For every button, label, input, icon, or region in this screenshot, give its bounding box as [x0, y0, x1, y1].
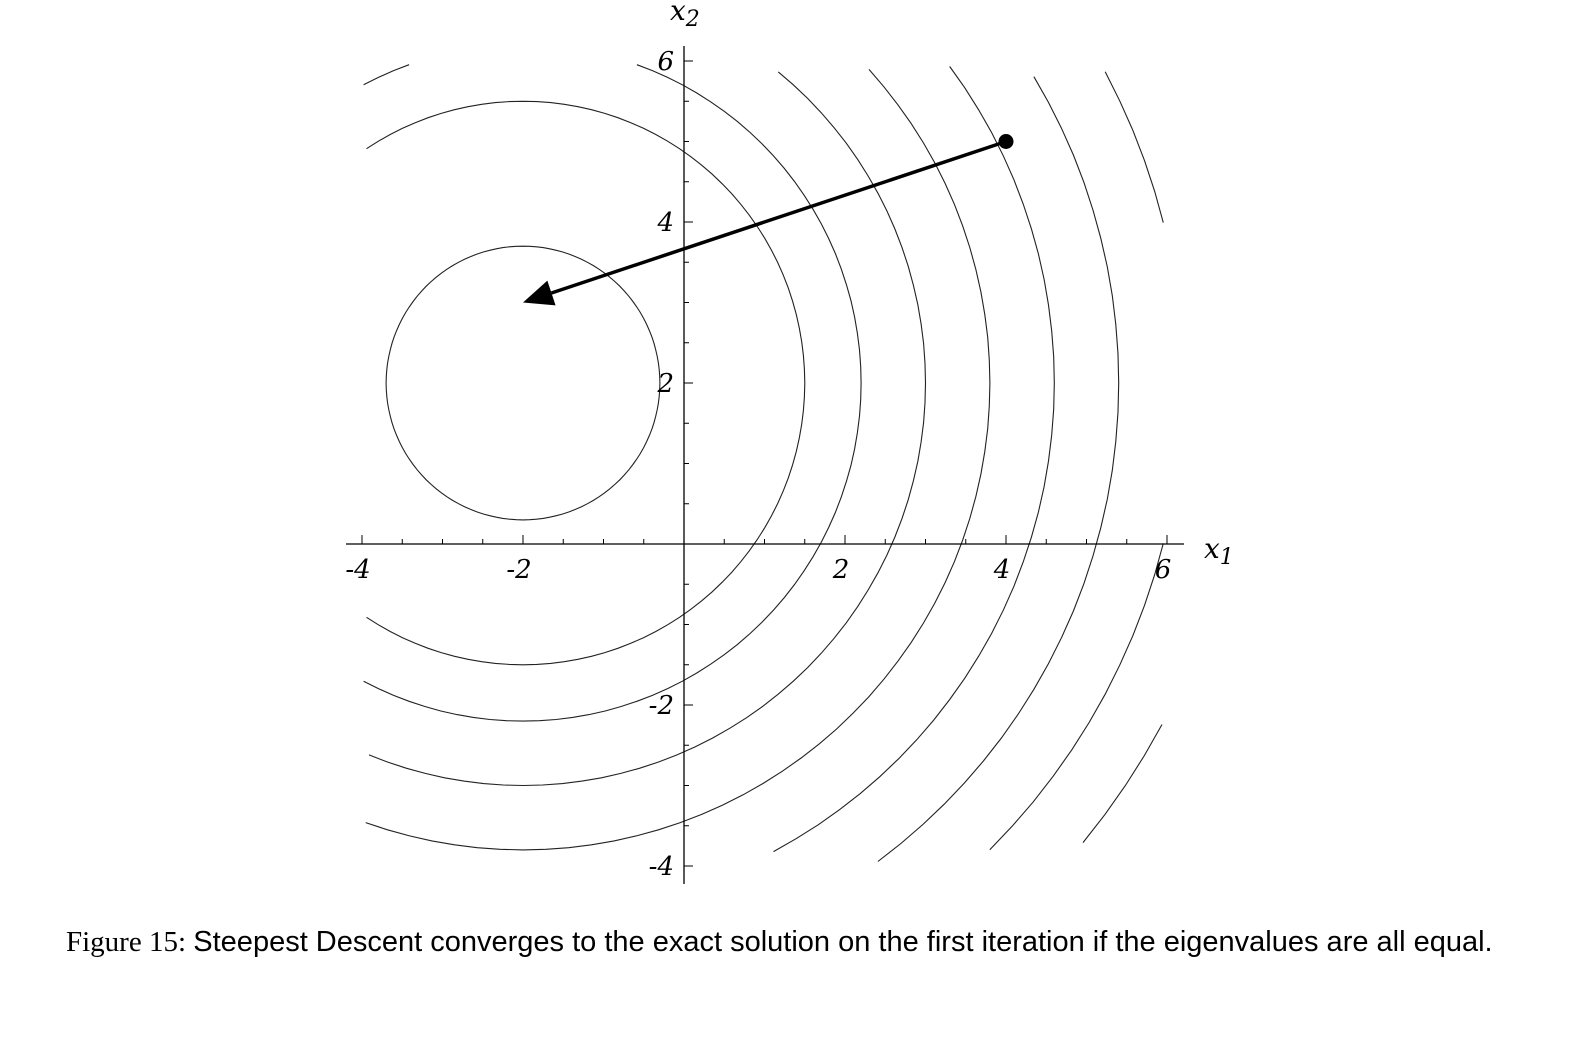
y-tick-label: -4 — [649, 852, 674, 882]
caption-label: Figure 15: — [66, 926, 186, 958]
figure-caption: Figure 15: Steepest Descent converges to… — [66, 922, 1536, 962]
contour-line-1 — [386, 246, 660, 520]
y-tick-label: 6 — [657, 47, 674, 77]
x-axis-label: x1 — [1204, 532, 1234, 570]
tick-marks — [362, 61, 1167, 866]
axes — [346, 46, 1184, 884]
y-tick-label: 4 — [656, 208, 674, 238]
y-tick-label: 2 — [656, 369, 674, 399]
y-axis-label: x2 — [670, 0, 700, 32]
contour-line-3 — [364, 65, 861, 721]
contour-line-9 — [1083, 725, 1162, 843]
descent-arrow — [551, 142, 1006, 294]
x-tick-label: 4 — [993, 555, 1011, 585]
contour-line-5 — [366, 69, 990, 850]
start-point — [999, 134, 1014, 149]
contour-plot: -4 -2 2 4 6 -4 -2 2 4 6 x1 x2 — [0, 0, 1586, 900]
x-tick-label: -2 — [506, 555, 531, 585]
x-tick-label: 2 — [832, 555, 850, 585]
contour-line-4 — [369, 72, 926, 786]
contour-line-2 — [367, 101, 805, 665]
contour-line-7 — [878, 77, 1119, 862]
contour-line-8 — [990, 72, 1164, 850]
x-tick-label: -4 — [345, 555, 370, 585]
caption-text: Steepest Descent converges to the exact … — [193, 926, 1492, 958]
contour-lines — [364, 65, 1164, 862]
y-tick-label: -2 — [649, 691, 674, 721]
x-tick-label: 6 — [1155, 555, 1172, 585]
contour-line-6 — [774, 67, 1055, 852]
descent-arrowhead — [523, 281, 556, 306]
